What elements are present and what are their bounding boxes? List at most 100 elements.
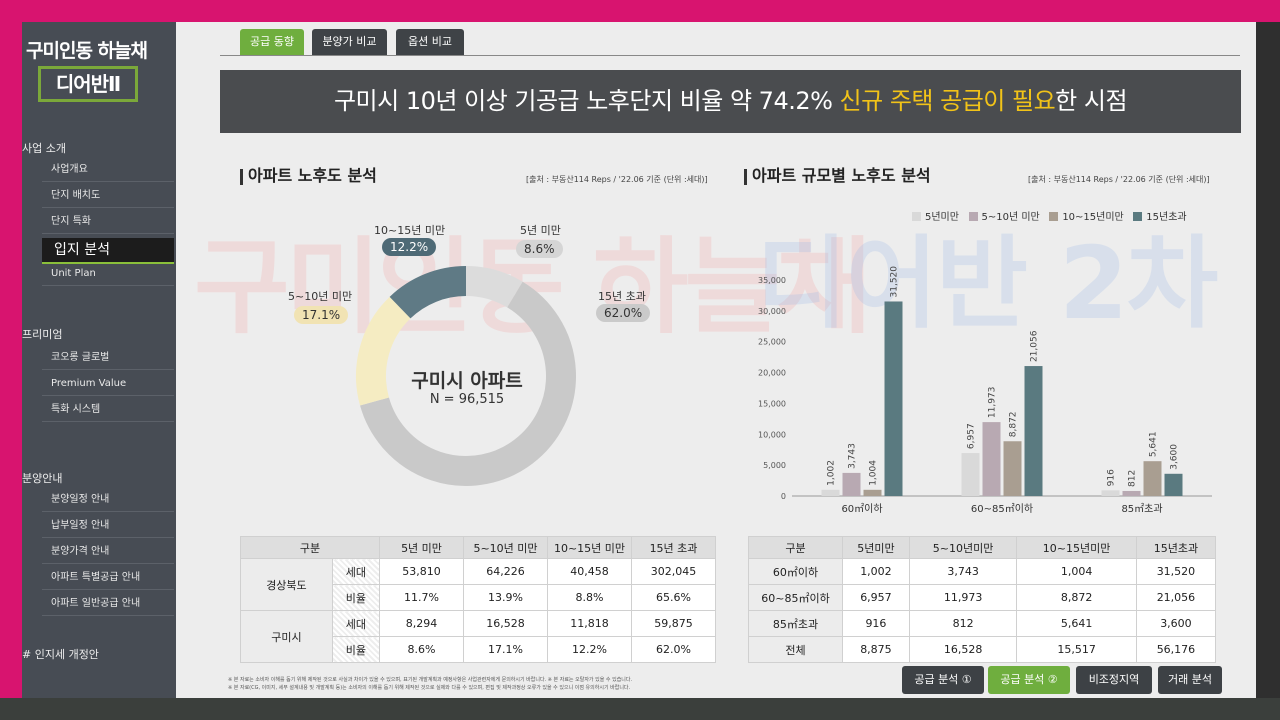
y-tick-label: 35,000 (758, 276, 786, 285)
sidebar-item-premium-value[interactable]: Premium Value (42, 372, 174, 396)
bar-chart: 0 5,000 10,000 15,000 20,000 25,000 30,000 35,0… (758, 266, 1212, 515)
sidebar-item-overview[interactable]: 사업개요 (42, 158, 174, 182)
y-tick-label: 15,000 (758, 399, 786, 408)
sidebar-item-location[interactable]: 입지 분석 (42, 238, 174, 264)
row-label: 60~85㎡이하 (748, 584, 843, 611)
tab-option-compare[interactable]: 옵션 비교 (396, 29, 464, 55)
table-cell: 64,226 (463, 558, 548, 585)
table-cell: 1,002 (842, 558, 910, 585)
donut-slice (356, 296, 411, 406)
group-cell: 경상북도 (240, 558, 333, 611)
non-regulated-area-button[interactable]: 비조정지역 (1076, 666, 1152, 694)
bar (982, 422, 1001, 496)
sidebar-section-sale[interactable]: 분양안내 (22, 472, 63, 485)
row-label: 세대 (331, 558, 381, 585)
supply-analysis-2-button[interactable]: 공급 분석 ② (988, 666, 1070, 694)
bar (1101, 490, 1120, 496)
tab-supply-trend[interactable]: 공급 동향 (240, 29, 304, 55)
bar (863, 489, 882, 496)
table-header: 5년미만 (842, 536, 910, 559)
sidebar-item-schedule[interactable]: 분양일정 안내 (42, 488, 174, 512)
sidebar-item-special-supply[interactable]: 아파트 특별공급 안내 (42, 566, 174, 590)
sidebar-item-kolon[interactable]: 코오롱 글로벌 (42, 346, 174, 370)
table-row: 경상북도 세대 53,810 64,226 40,458 302,045 (240, 558, 716, 611)
left-data-table: 구분 5년 미만 5~10년 미만 10~15년 미만 15년 초과 경상북도 … (240, 536, 716, 663)
right-section-title-text: 아파트 규모별 노후도 분석 (752, 166, 931, 185)
table-row: 60㎡이하 1,002 3,743 1,004 31,520 (748, 558, 1217, 585)
brand-title: 구미인동 하늘채 (26, 40, 148, 62)
sidebar-item-general-supply[interactable]: 아파트 일반공급 안내 (42, 592, 174, 616)
table-header: 구분 (748, 536, 843, 559)
table-cell: 56,176 (1135, 636, 1217, 663)
table-header: 5~10년 미만 (463, 536, 548, 559)
sidebar-item-unit-plan[interactable]: Unit Plan (42, 262, 174, 286)
bar-data-label: 31,520 (890, 266, 900, 298)
table-cell: 6,957 (842, 584, 910, 611)
table-cell: 16,528 (908, 636, 1018, 663)
table-cell: 8,875 (842, 636, 910, 663)
x-category-label: 85㎡초과 (1121, 503, 1162, 515)
y-tick-label: 25,000 (758, 338, 786, 347)
table-cell: 8,294 (379, 610, 464, 637)
right-border (1256, 22, 1280, 720)
table-cell: 17.1% (463, 636, 548, 663)
sidebar-section-intro[interactable]: 사업 소개 (22, 142, 66, 155)
sidebar-item-special[interactable]: 단지 특화 (42, 210, 174, 234)
legend-item-over15: 15년초과 (1133, 212, 1187, 223)
transaction-analysis-button[interactable]: 거래 분석 (1158, 666, 1222, 694)
pie-value-10-15: 12.2% (382, 238, 437, 256)
table-row: 85㎡초과 916 812 5,641 3,600 (748, 610, 1217, 637)
table-row: 전체 8,875 16,528 15,517 56,176 (748, 636, 1217, 663)
donut-chart (356, 266, 576, 486)
legend-item-5-10: 5~10년 미만 (968, 212, 1040, 223)
pie-label-5-10: 5~10년 미만 (288, 290, 353, 303)
table-cell: 11,818 (547, 610, 632, 637)
sidebar-item-price[interactable]: 분양가격 안내 (42, 540, 174, 564)
x-category-label: 60㎡이하 (841, 502, 882, 515)
y-tick-label: 0 (781, 492, 786, 501)
bar-data-label: 812 (1128, 470, 1138, 487)
table-row: 60~85㎡이하 6,957 11,973 8,872 21,056 (748, 584, 1217, 611)
headline-text: 구미시 10년 이상 기공급 노후단지 비율 약 74.2% (333, 87, 840, 115)
bar (961, 453, 980, 496)
table-cell: 1,004 (1016, 558, 1137, 585)
table-cell: 62.0% (631, 636, 716, 663)
pie-label-10-15: 10~15년 미만 (374, 224, 446, 237)
table-header-row: 구분 5년미만 5~10년미만 10~15년미만 15년초과 (748, 536, 1217, 559)
top-border (0, 0, 1280, 22)
left-section-title: 아파트 노후도 분석 (240, 162, 377, 186)
table-cell: 302,045 (631, 558, 716, 585)
title-bar (240, 168, 243, 185)
table-cell: 16,528 (463, 610, 548, 637)
table-cell: 3,600 (1135, 610, 1217, 637)
bar-data-label: 11,973 (988, 387, 998, 419)
sidebar-item-payment[interactable]: 납부일정 안내 (42, 514, 174, 538)
sidebar-section-stamp-tax[interactable]: # 인지세 개정안 (22, 648, 99, 661)
row-label: 비율 (331, 584, 381, 611)
tab-price-compare[interactable]: 분양가 비교 (312, 29, 387, 55)
title-bar (744, 168, 747, 185)
sidebar-item-system[interactable]: 특화 시스템 (42, 398, 174, 422)
supply-analysis-1-button[interactable]: 공급 분석 ① (902, 666, 984, 694)
table-cell: 53,810 (379, 558, 464, 585)
table-cell: 15,517 (1016, 636, 1137, 663)
bar-data-label: 1,004 (869, 460, 879, 486)
sidebar-section-premium[interactable]: 프리미엄 (22, 328, 63, 341)
donut-slice (389, 266, 467, 319)
right-source: [출처 : 부동산114 Reps / '22.06 기준 (단위 :세대)] (1028, 175, 1210, 184)
table-cell: 12.2% (547, 636, 632, 663)
sidebar-item-layout[interactable]: 단지 배치도 (42, 184, 174, 208)
main-content: 공급 동향 분양가 비교 옵션 비교 구미시 10년 이상 기공급 노후단지 비… (176, 22, 1256, 698)
y-tick-label: 5,000 (763, 461, 786, 470)
row-label: 60㎡이하 (748, 558, 843, 585)
disclaimer-note-2: ※ 본 자료(CG, 이미지, 세부 설계내용 및 개발계획 등)는 소비자의 … (228, 685, 631, 691)
table-header: 10~15년 미만 (547, 536, 632, 559)
bar-data-label: 3,743 (848, 443, 858, 469)
table-row: 비율 11.7% 13.9% 8.8% 65.6% (241, 584, 716, 611)
table-cell: 31,520 (1135, 558, 1217, 585)
y-tick-label: 10,000 (758, 430, 786, 439)
table-header: 10~15년미만 (1016, 536, 1137, 559)
pie-value-5-10: 17.1% (294, 306, 349, 324)
donut-slice (360, 281, 576, 486)
table-row: 구미시 세대 8,294 16,528 11,818 59,875 (240, 610, 716, 663)
